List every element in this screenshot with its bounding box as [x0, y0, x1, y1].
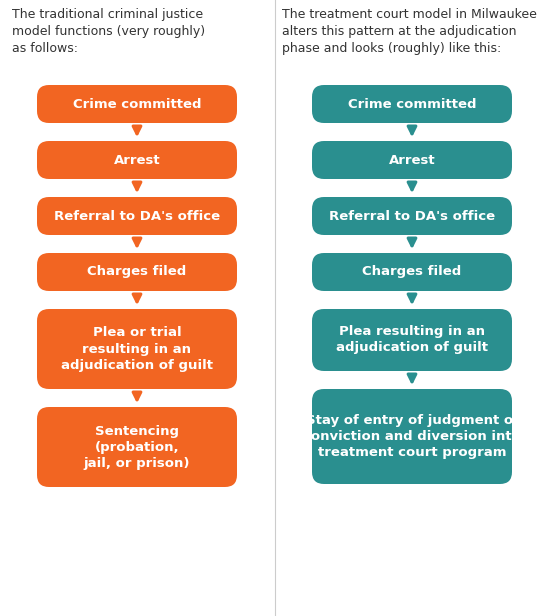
Text: The traditional criminal justice
model functions (very roughly)
as follows:: The traditional criminal justice model f…: [12, 8, 205, 55]
FancyBboxPatch shape: [312, 389, 512, 484]
Text: Referral to DA's office: Referral to DA's office: [329, 209, 495, 222]
Text: Crime committed: Crime committed: [73, 97, 201, 110]
Text: Stay of entry of judgment of
conviction and diversion into
treatment court progr: Stay of entry of judgment of conviction …: [303, 414, 521, 459]
FancyBboxPatch shape: [312, 197, 512, 235]
Text: Arrest: Arrest: [114, 153, 160, 166]
Text: Arrest: Arrest: [389, 153, 435, 166]
FancyBboxPatch shape: [37, 141, 237, 179]
Text: Crime committed: Crime committed: [348, 97, 476, 110]
FancyBboxPatch shape: [312, 141, 512, 179]
Text: Plea or trial
resulting in an
adjudication of guilt: Plea or trial resulting in an adjudicati…: [61, 326, 213, 371]
FancyBboxPatch shape: [312, 85, 512, 123]
FancyBboxPatch shape: [37, 85, 237, 123]
FancyBboxPatch shape: [37, 253, 237, 291]
FancyBboxPatch shape: [312, 309, 512, 371]
FancyBboxPatch shape: [37, 309, 237, 389]
Text: Charges filed: Charges filed: [362, 265, 461, 278]
FancyBboxPatch shape: [37, 197, 237, 235]
Text: The treatment court model in Milwaukee
alters this pattern at the adjudication
p: The treatment court model in Milwaukee a…: [282, 8, 537, 55]
FancyBboxPatch shape: [37, 407, 237, 487]
Text: Referral to DA's office: Referral to DA's office: [54, 209, 220, 222]
Text: Charges filed: Charges filed: [87, 265, 186, 278]
FancyBboxPatch shape: [312, 253, 512, 291]
Text: Plea resulting in an
adjudication of guilt: Plea resulting in an adjudication of gui…: [336, 325, 488, 354]
Text: Sentencing
(probation,
jail, or prison): Sentencing (probation, jail, or prison): [84, 424, 190, 469]
